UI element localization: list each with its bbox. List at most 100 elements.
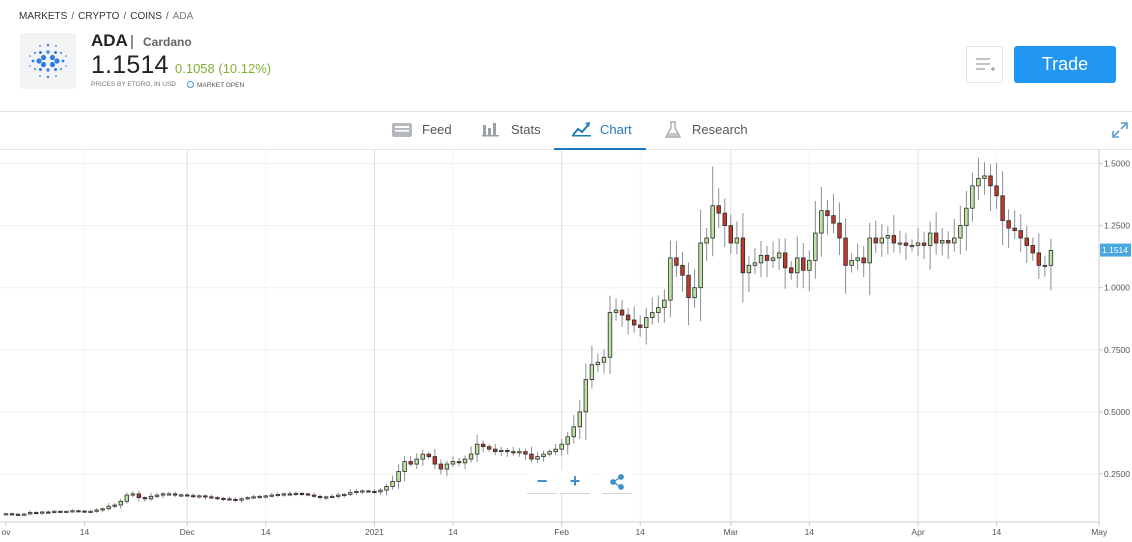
breadcrumb-current: ADA — [172, 11, 194, 22]
candle-up — [118, 500, 123, 506]
candle-down — [511, 451, 516, 454]
current-price-marker — [1100, 243, 1131, 257]
candle-up — [583, 379, 589, 413]
stats-icon — [482, 123, 499, 137]
candle-up — [21, 513, 27, 516]
tab-stats[interactable]: Stats — [480, 112, 550, 150]
candle-up — [384, 486, 389, 491]
candle-down — [789, 267, 794, 274]
candle-down — [438, 463, 444, 470]
candle-up — [100, 508, 105, 511]
tab-research[interactable]: Research — [664, 112, 754, 150]
market-status-label: MARKET OPEN — [197, 82, 245, 89]
breadcrumb-markets[interactable]: MARKETS — [19, 11, 68, 22]
x-tick-label: Feb — [554, 527, 569, 537]
instrument-symbol: ADA — [91, 31, 128, 50]
candle-up — [589, 364, 595, 381]
candle-down — [34, 512, 39, 515]
share-button[interactable] — [602, 470, 632, 494]
candle-up — [752, 262, 758, 266]
candle-down — [366, 490, 371, 493]
fullscreen-icon[interactable] — [1112, 122, 1128, 138]
candle-down — [15, 513, 21, 516]
candle-down — [287, 493, 293, 496]
candle-up — [879, 237, 884, 244]
candle-up — [124, 494, 129, 502]
candle-down — [184, 494, 190, 497]
candle-down — [680, 264, 685, 276]
candle-up — [197, 495, 202, 498]
zoom-out-button[interactable]: − — [527, 470, 557, 494]
candle-up — [94, 509, 99, 512]
candle-down — [891, 235, 897, 244]
candle-up — [390, 481, 395, 487]
breadcrumb-separator: / — [71, 11, 75, 22]
candle-down — [843, 237, 848, 266]
candle-up — [849, 259, 854, 266]
breadcrumb-coins[interactable]: COINS — [130, 11, 162, 22]
research-icon — [665, 121, 681, 138]
candle-down — [505, 450, 510, 453]
add-to-watchlist-button[interactable] — [966, 46, 1003, 83]
candle-down — [215, 497, 220, 500]
candle-up — [275, 493, 280, 496]
candle-down — [782, 252, 788, 269]
candle-up — [160, 493, 166, 496]
breadcrumb-crypto[interactable]: CRYPTO — [78, 11, 120, 22]
candle-up — [601, 356, 607, 363]
candle-up — [807, 259, 812, 271]
candle-down — [1024, 237, 1029, 246]
candle-down — [686, 274, 691, 299]
candle-down — [372, 490, 377, 493]
x-tick-label: 14 — [805, 527, 815, 537]
candle-up — [360, 490, 365, 493]
candle-up — [420, 453, 425, 460]
candle-up — [269, 494, 274, 497]
candle-up — [40, 511, 45, 514]
breadcrumb-separator: / — [123, 11, 127, 22]
candle-up — [855, 257, 860, 261]
candle-down — [1030, 245, 1035, 254]
candle-down — [426, 453, 431, 458]
candle-up — [106, 505, 111, 510]
tab-feed[interactable]: Feed — [390, 112, 460, 150]
candle-down — [861, 257, 866, 264]
candle-up — [644, 317, 649, 328]
candle-up — [958, 225, 963, 239]
candle-up — [970, 185, 975, 209]
candle-down — [619, 309, 625, 316]
zoom-in-button[interactable]: + — [560, 470, 590, 494]
tab-chart[interactable]: Chart — [554, 112, 646, 150]
candle-up — [474, 443, 480, 455]
candle-down — [903, 242, 909, 246]
candle-up — [263, 495, 268, 498]
candle-up — [112, 504, 117, 507]
candle-up — [130, 493, 136, 496]
breadcrumb: MARKETS / CRYPTO / COINS / ADA — [19, 11, 193, 22]
candle-up — [940, 240, 945, 244]
candle-up — [517, 451, 522, 454]
candle-down — [233, 498, 238, 501]
candle-down — [1000, 195, 1005, 222]
candle-up — [565, 436, 570, 445]
candle-down — [58, 510, 63, 513]
y-tick-label: 1.0000 — [1104, 283, 1130, 293]
x-tick-label: Mar — [723, 527, 738, 537]
candle-down — [493, 448, 498, 453]
candle-up — [662, 299, 667, 308]
candle-up — [257, 495, 262, 498]
candle-up — [982, 175, 987, 179]
candle-up — [976, 178, 981, 187]
candle-up — [335, 494, 341, 497]
candle-down — [921, 242, 927, 246]
breadcrumb-separator: / — [165, 11, 169, 22]
add-to-watchlist-icon — [976, 58, 995, 71]
candle-down — [529, 453, 534, 460]
candle-up — [915, 242, 921, 246]
candle-up — [952, 237, 957, 244]
x-tick-label: ov — [2, 527, 12, 537]
tab-feed-label: Feed — [422, 122, 452, 137]
candle-up — [927, 232, 933, 246]
candle-up — [559, 443, 564, 450]
trade-button[interactable]: Trade — [1014, 46, 1116, 83]
